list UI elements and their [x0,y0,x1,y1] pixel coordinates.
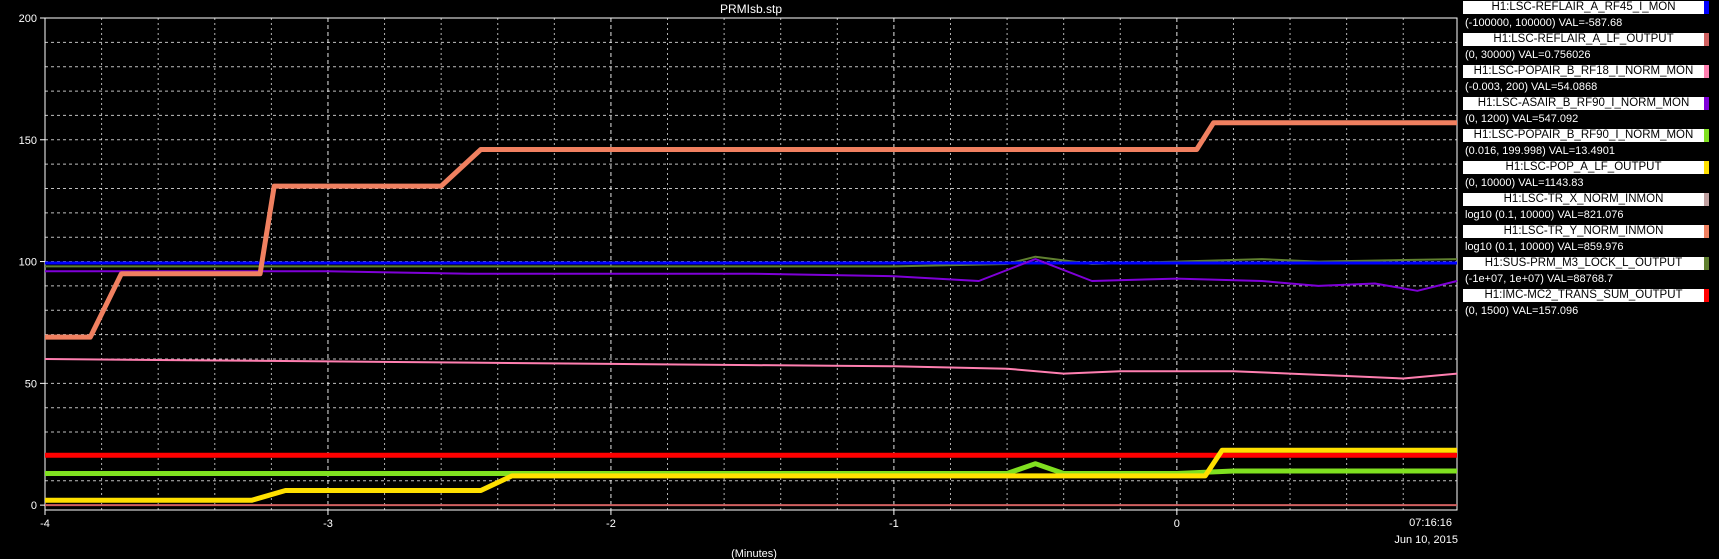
y-tick-label: 0 [31,500,37,512]
legend-series-range: (0, 30000) VAL=0.756026 [1465,49,1591,61]
series-line-3 [45,258,1458,292]
y-tick-label: 100 [19,257,37,269]
legend-series-name: H1:LSC-REFLAIR_A_LF_OUTPUT [1463,33,1709,46]
series-line-5 [45,447,1457,503]
legend-series-range: (-100000, 100000) VAL=-587.68 [1465,17,1623,29]
legend-entry: H1:LSC-REFLAIR_A_LF_OUTPUT (0, 30000) VAL… [1463,32,1719,64]
x-tick-label: -1 [889,518,899,530]
legend-series-name: H1:LSC-ASAIR_B_RF90_I_NORM_MON [1463,97,1709,110]
legend-series-name: H1:LSC-TR_X_NORM_INMON [1463,193,1709,206]
legend-entry: H1:LSC-REFLAIR_A_RF45_I_MON (-100000, 100… [1463,0,1719,32]
legend-series-name: H1:LSC-TR_Y_NORM_INMON [1463,225,1709,238]
legend-entry: H1:LSC-POP_A_LF_OUTPUT (0, 10000) VAL=114… [1463,160,1719,192]
timestamp-time: 07:16:16 [1409,517,1452,529]
strip-chart: 0 50 100 150 200 -4 -3 -2 -1 0 PRMIsb.stp (Minut… [19,2,1458,559]
y-tick-label: 50 [25,378,37,390]
legend-series-range: (0, 1500) VAL=157.096 [1465,305,1579,317]
legend-series-range: (0, 1200) VAL=547.092 [1465,113,1579,125]
legend-entry: H1:LSC-TR_Y_NORM_INMON log10 (0.1, 10000)… [1463,224,1719,256]
legend-entry: H1:SUS-PRM_M3_LOCK_L_OUTPUT (-1e+07, 1e+0… [1463,256,1719,288]
legend-series-range: (0, 10000) VAL=1143.83 [1465,177,1584,189]
x-tick-label: 0 [1174,518,1180,530]
legend-series-range: log10 (0.1, 10000) VAL=821.076 [1465,209,1624,221]
series-line-7 [45,120,1457,340]
legend-series-name: H1:IMC-MC2_TRANS_SUM_OUTPUT [1463,289,1709,302]
timestamp-date: Jun 10, 2015 [1394,534,1458,546]
legend-series-range: log10 (0.1, 10000) VAL=859.976 [1465,241,1624,253]
legend-entry: H1:LSC-POPAIR_B_RF90_I_NORM_MON (0.016, 1… [1463,128,1719,160]
y-tick-label: 200 [19,13,37,25]
x-tick-label: -3 [323,518,333,530]
legend-entry: H1:IMC-MC2_TRANS_SUM_OUTPUT (0, 1500) VAL… [1463,288,1719,320]
legend-series-range: (0.016, 199.998) VAL=13.4901 [1465,145,1615,157]
legend-series-name: H1:SUS-PRM_M3_LOCK_L_OUTPUT [1463,257,1709,270]
y-axis: 0 50 100 150 200 [19,13,45,512]
legend-series-range: (-0.003, 200) VAL=54.0868 [1465,81,1598,93]
y-tick-label: 150 [19,135,37,147]
legend-series-name: H1:LSC-POPAIR_B_RF18_I_NORM_MON [1463,65,1709,78]
series-layer [44,120,1458,507]
series-line-2 [44,358,1458,380]
legend-entry: H1:LSC-POPAIR_B_RF18_I_NORM_MON (-0.003, … [1463,64,1719,96]
series-line-4 [45,461,1457,476]
legend: H1:LSC-REFLAIR_A_RF45_I_MON (-100000, 100… [1463,0,1719,320]
legend-series-name: H1:LSC-POP_A_LF_OUTPUT [1463,161,1709,174]
legend-series-range: (-1e+07, 1e+07) VAL=88768.7 [1465,273,1614,285]
legend-series-name: H1:LSC-REFLAIR_A_RF45_I_MON [1463,1,1709,14]
x-axis-label: (Minutes) [731,548,777,559]
x-tick-label: -4 [40,518,50,530]
legend-entry: H1:LSC-ASAIR_B_RF90_I_NORM_MON (0, 1200) … [1463,96,1719,128]
x-axis: -4 -3 -2 -1 0 [40,510,1180,530]
chart-title: PRMIsb.stp [720,2,782,16]
legend-entry: H1:LSC-TR_X_NORM_INMON log10 (0.1, 10000)… [1463,192,1719,224]
legend-series-name: H1:LSC-POPAIR_B_RF90_I_NORM_MON [1463,129,1709,142]
x-tick-label: -2 [606,518,616,530]
